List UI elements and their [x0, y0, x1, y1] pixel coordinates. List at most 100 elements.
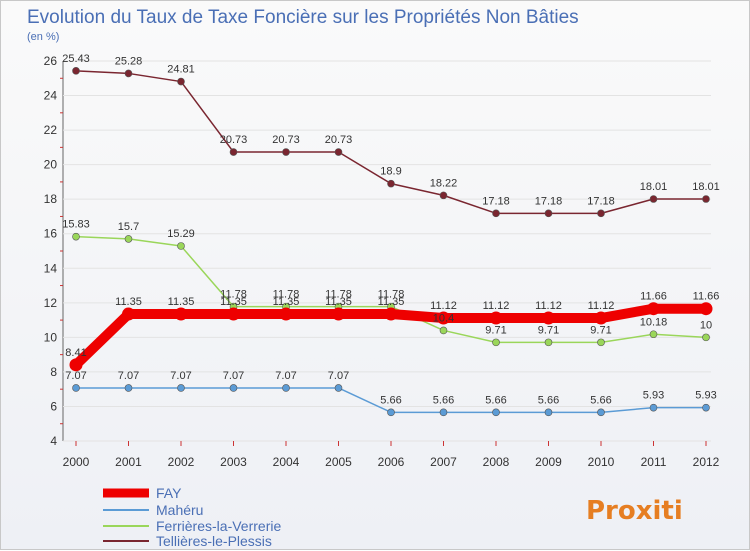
series-layer	[69, 67, 713, 417]
legend-label-tellieres: Tellières-le-Plessis	[156, 533, 272, 549]
data-label-tellieres-le-plessis: 18.22	[430, 177, 458, 189]
data-point-fay	[69, 358, 83, 372]
data-point-ferrieres-la-verrerie	[439, 326, 448, 335]
data-label-ferrieres-la-verrerie: 11.78	[273, 289, 300, 301]
data-label-fay: 11.35	[378, 296, 405, 308]
data-point-ferrieres-la-verrerie	[649, 330, 658, 339]
data-point-fay	[122, 307, 135, 321]
data-point-tellieres-le-plessis	[334, 148, 343, 156]
data-label-maheru: 5.66	[590, 394, 611, 406]
data-point-ferrieres-la-verrerie	[544, 338, 553, 347]
data-label-maheru: 7.07	[223, 370, 244, 382]
data-point-fay	[332, 307, 345, 321]
data-point-maheru	[439, 408, 448, 417]
y-tick-label: 8	[50, 365, 57, 379]
data-point-fay	[542, 311, 555, 325]
x-tick-label: 2006	[378, 455, 405, 469]
x-tick-label: 2008	[483, 455, 510, 469]
data-point-maheru	[282, 384, 290, 392]
x-tick-label: 2010	[588, 455, 615, 469]
data-point-tellieres-le-plessis	[124, 69, 133, 78]
data-label-maheru: 5.66	[538, 394, 559, 406]
data-point-tellieres-le-plessis	[597, 209, 605, 218]
data-label-tellieres-le-plessis: 20.73	[220, 134, 248, 146]
data-label-fay: 8.41	[65, 347, 86, 359]
data-label-tellieres-le-plessis: 17.18	[587, 195, 615, 207]
data-label-ferrieres-la-verrerie: 15.7	[118, 221, 139, 233]
x-tick-label: 2011	[641, 455, 667, 469]
data-label-fay: 11.12	[483, 300, 510, 312]
data-point-maheru	[387, 408, 395, 417]
chart-title: Evolution du Taux de Taxe Foncière sur l…	[27, 7, 579, 28]
data-point-fay	[437, 311, 450, 325]
data-point-maheru	[544, 408, 553, 417]
y-tick-label: 6	[50, 399, 57, 413]
data-point-fay	[647, 302, 660, 316]
data-point-ferrieres-la-verrerie	[177, 242, 185, 250]
y-tick-label: 12	[44, 296, 58, 310]
data-point-tellieres-le-plessis	[387, 179, 395, 188]
x-tick-label: 2012	[693, 455, 720, 469]
y-tick-label: 22	[44, 123, 58, 137]
y-tick-label: 14	[44, 261, 58, 275]
y-tick-label: 20	[44, 158, 58, 172]
data-point-fay	[384, 307, 398, 321]
data-label-fay: 11.35	[168, 296, 195, 308]
data-label-fay: 11.35	[325, 296, 352, 308]
data-point-ferrieres-la-verrerie	[492, 338, 500, 347]
logo-text: Proxiti	[586, 496, 683, 526]
data-point-tellieres-le-plessis	[702, 195, 710, 203]
legend-label-fay: FAY	[156, 485, 182, 501]
data-label-tellieres-le-plessis: 24.81	[167, 64, 195, 76]
data-label-tellieres-le-plessis: 18.01	[640, 181, 668, 193]
y-tick-label: 10	[44, 330, 58, 344]
y-tick-label: 26	[44, 54, 58, 68]
data-point-maheru	[649, 403, 658, 412]
data-point-maheru	[177, 384, 185, 392]
data-label-maheru: 7.07	[275, 370, 296, 382]
data-point-tellieres-le-plessis	[282, 148, 290, 156]
data-label-fay: 11.12	[535, 300, 562, 312]
x-tick-label: 2004	[273, 455, 300, 469]
legend: FAY Mahéru Ferrières-la-Verrerie Tellièr…	[103, 485, 281, 549]
series-line-tellieres-le-plessis	[75, 70, 707, 215]
data-point-maheru	[597, 408, 605, 417]
data-point-tellieres-le-plessis	[492, 209, 500, 218]
data-label-ferrieres-la-verrerie: 9.71	[538, 324, 559, 336]
data-label-tellieres-le-plessis: 17.18	[482, 195, 510, 207]
data-label-fay: 11.12	[588, 300, 615, 312]
data-point-tellieres-le-plessis	[544, 209, 553, 218]
legend-label-maheru: Mahéru	[156, 502, 203, 518]
x-tick-label: 2001	[115, 455, 142, 469]
data-label-maheru: 7.07	[118, 370, 139, 382]
axes: 4 6 8 10 12 14 16 18 20 22 24 26 2000 2001 2002 2003 200…	[44, 54, 720, 469]
data-point-fay	[174, 307, 188, 321]
data-label-maheru: 7.07	[328, 370, 349, 382]
data-label-maheru: 7.07	[65, 370, 86, 382]
data-point-tellieres-le-plessis	[229, 148, 238, 156]
data-label-fay: 11.12	[430, 300, 457, 312]
x-tick-label: 2009	[535, 455, 562, 469]
data-point-fay	[489, 311, 503, 325]
data-label-ferrieres-la-verrerie: 9.71	[485, 324, 506, 336]
data-label-maheru: 5.66	[485, 394, 506, 406]
x-tick-label: 2000	[63, 455, 90, 469]
data-label-maheru: 5.93	[695, 390, 716, 402]
data-point-maheru	[492, 408, 500, 417]
x-tick-label: 2002	[168, 455, 195, 469]
data-point-tellieres-le-plessis	[72, 67, 80, 75]
data-label-fay: 11.66	[693, 291, 720, 303]
data-point-maheru	[124, 384, 133, 392]
data-label-tellieres-le-plessis: 20.73	[272, 134, 300, 146]
data-label-tellieres-le-plessis: 17.18	[535, 195, 563, 207]
data-point-fay	[279, 307, 293, 321]
data-point-fay	[699, 302, 713, 316]
y-tick-label: 16	[44, 227, 58, 241]
data-labels: 25.43 25.28 24.81 20.73 20.73 20.73 18.9 18.22 1…	[62, 53, 720, 406]
data-point-tellieres-le-plessis	[649, 195, 658, 203]
data-label-ferrieres-la-verrerie: 10.4	[433, 312, 454, 324]
data-label-maheru: 5.66	[433, 394, 454, 406]
data-label-ferrieres-la-verrerie: 10.18	[640, 316, 668, 328]
